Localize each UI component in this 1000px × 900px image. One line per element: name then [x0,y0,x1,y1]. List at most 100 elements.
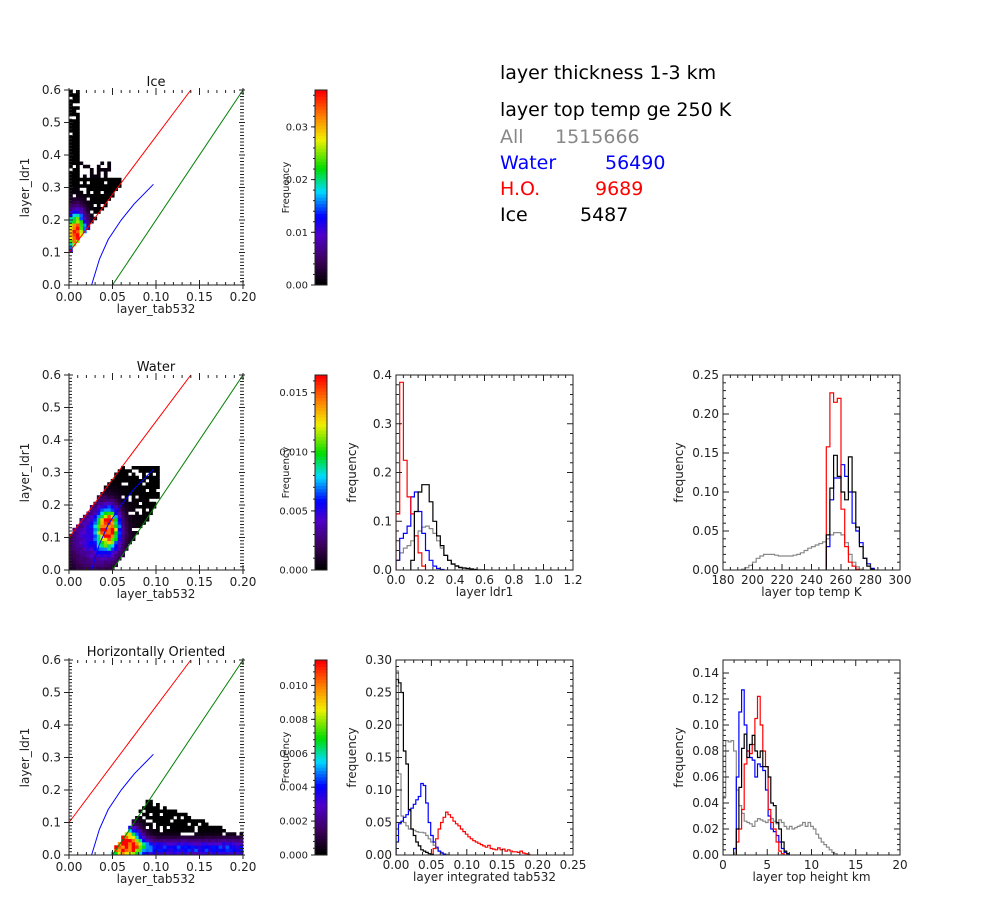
heatmap-cell [114,518,119,522]
heatmap-cell [69,210,73,214]
colorbar-segment [315,679,327,684]
heatmap-cell [96,197,101,201]
heatmap-cell [152,816,157,820]
heatmap-cell [82,207,87,211]
heatmap-cell [197,842,202,846]
heatmap-cell [166,835,171,840]
heatmap-cell [211,838,216,843]
colorbar-segment [315,540,327,545]
heatmap-cell [204,822,209,827]
heatmap-cell [79,161,84,166]
heatmap-cell [103,514,108,519]
water-2dhist-colorbar: 0.000 0.005 0.010 0.015 Frequency [279,374,328,577]
heatmap-cell [145,809,150,814]
heatmap-cell [239,835,244,840]
heatmap-cell [75,197,80,201]
y-tick-label: 0.00 [365,848,392,862]
heatmap-cell [107,495,112,499]
heatmap-cell [197,845,202,849]
heatmap-cell [173,848,178,853]
heatmap-cell [211,845,216,849]
y-axis-label: frequency [672,727,686,787]
heatmap-cell [117,485,122,490]
heatmap-cell [121,485,125,490]
heatmap-cell [69,181,73,185]
heatmap-cell [93,181,98,185]
heatmap-cell [149,806,153,810]
heatmap-cell [142,475,146,480]
heatmap-cell [82,540,87,545]
colorbar-segment [315,534,327,538]
heatmap-cell [166,851,171,856]
heatmap-cell [190,825,195,830]
colorbar-segment [315,757,327,762]
heatmap-cell [96,540,101,545]
heatmap-cell [138,845,143,849]
colorbar-segment [315,112,327,117]
colorbar-segment [315,485,327,490]
colorbar-segment [315,695,327,700]
colorbar-segment [315,557,327,561]
heatmap-cell [159,819,164,823]
x-tick-label: 0.20 [230,575,257,589]
heatmap-cell [145,495,150,499]
count-water-value: 56490 [605,152,666,174]
heatmap-cell [183,816,188,820]
heatmap-cell [124,508,129,512]
heatmap-cell [75,534,80,538]
heatmap-cell [176,838,181,843]
heatmap-cell [162,835,167,840]
heatmap-cell [162,825,167,830]
heatmap-cell [96,207,101,211]
heatmap-cell [100,495,105,499]
heatmap-cell [121,838,125,843]
heatmap-cell [89,563,94,568]
heatmap-cell [75,151,80,156]
heatmap-cell [190,819,195,823]
heatmap-cell [145,505,150,509]
heatmap-cell [75,106,80,110]
colorbar-segment [315,236,327,240]
heatmap-cell [100,524,105,529]
colorbar-segment [315,278,327,283]
heatmap-cell [169,812,174,817]
heatmap-cell [114,495,119,499]
heatmap-cell [222,851,226,856]
heatmap-cell [75,168,80,172]
y-tick-label: 0.25 [692,368,719,382]
heatmap-cell [156,469,160,473]
heatmap-cell [75,174,80,179]
heatmap-cell [79,184,84,188]
heatmap-cell [69,90,73,94]
heatmap-cell [159,809,164,814]
heatmap-cell [114,557,119,561]
colorbar-segment [315,275,327,279]
heatmap-cell [86,566,91,571]
heatmap-cell [166,809,171,814]
heatmap-cell [110,531,115,535]
heatmap-cell [93,508,98,512]
colorbar-segment [315,705,327,710]
ho-2dhist-panel: 0.0 0.1 0.2 0.3 0.4 0.5 0.6 0.00 0.05 0.10 0.15 0.2… [18,645,328,886]
colorbar-segment [315,751,327,755]
x-tick-label: 0.00 [56,575,83,589]
heatmap-cell [232,838,237,843]
heatmap-cell [156,803,160,807]
colorbar-segment [315,725,327,729]
heatmap-cell [107,537,112,542]
heatmap-cell [72,544,77,548]
heatmap-cell [110,527,115,532]
x-tick-label: 0 [719,858,727,872]
colorbar-segment [315,702,327,706]
heatmap-cell [86,537,91,542]
heatmap-cell [69,125,73,130]
heatmap-cell [142,518,146,522]
heatmap-cell [152,809,157,814]
y-tick-label: 0.2 [373,466,392,480]
heatmap-cell [82,553,87,558]
heatmap-cell [75,135,80,140]
heatmap-cell [201,838,206,843]
heatmap-cell [69,547,73,551]
series-ho [735,695,785,855]
heatmap-cell [93,184,98,188]
